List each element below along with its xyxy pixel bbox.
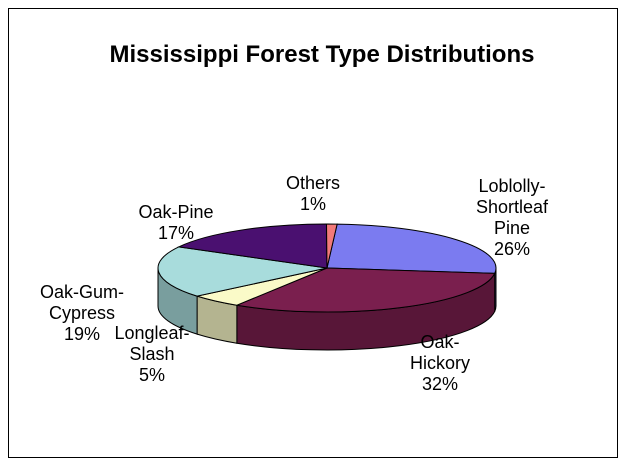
slice-name-label: Cypress xyxy=(49,303,115,323)
slice-name-label: Slash xyxy=(129,344,174,364)
slice-name-label: Hickory xyxy=(410,353,470,373)
slice-name-label: Others xyxy=(286,173,340,193)
slice-name-label: Longleaf- xyxy=(114,323,189,343)
slice-value-label: 1% xyxy=(300,194,326,214)
pie-labels: Loblolly-Shortleaf Pine 26% Oak-Hickory 32% L… xyxy=(40,173,549,394)
slice-name-label: Oak-Pine xyxy=(138,202,213,222)
slice-label-4: Oak-Pine 17% xyxy=(138,202,213,243)
slice-name-label: Oak-Gum- xyxy=(40,282,124,302)
slice-name-label: Oak- xyxy=(420,332,459,352)
slice-label-0: Loblolly-Shortleaf Pine 26% xyxy=(476,176,549,259)
pie-slices xyxy=(157,223,497,313)
slice-name-label: Pine xyxy=(494,218,530,238)
chart-title: Mississippi Forest Type Distributions xyxy=(110,41,535,68)
slice-value-label: 26% xyxy=(494,239,530,259)
slice-name-label: Shortleaf xyxy=(476,197,549,217)
pie-slice-3 xyxy=(157,246,328,297)
slice-label-3: Oak-Gum-Cypress 19% xyxy=(40,282,124,344)
slice-label-1: Oak-Hickory 32% xyxy=(410,332,470,394)
pie-slice-4 xyxy=(176,223,328,269)
slice-value-label: 5% xyxy=(139,365,165,385)
pie-slice-5 xyxy=(326,223,338,269)
slice-name-label: Loblolly- xyxy=(478,176,545,196)
pie-slice-0 xyxy=(326,223,497,274)
slice-value-label: 32% xyxy=(422,374,458,394)
slice-label-5: Others 1% xyxy=(286,173,340,214)
slice-label-2: Longleaf-Slash 5% xyxy=(114,323,189,385)
pie-sides xyxy=(157,267,497,351)
slice-value-label: 17% xyxy=(158,223,194,243)
slice-value-label: 19% xyxy=(64,324,100,344)
